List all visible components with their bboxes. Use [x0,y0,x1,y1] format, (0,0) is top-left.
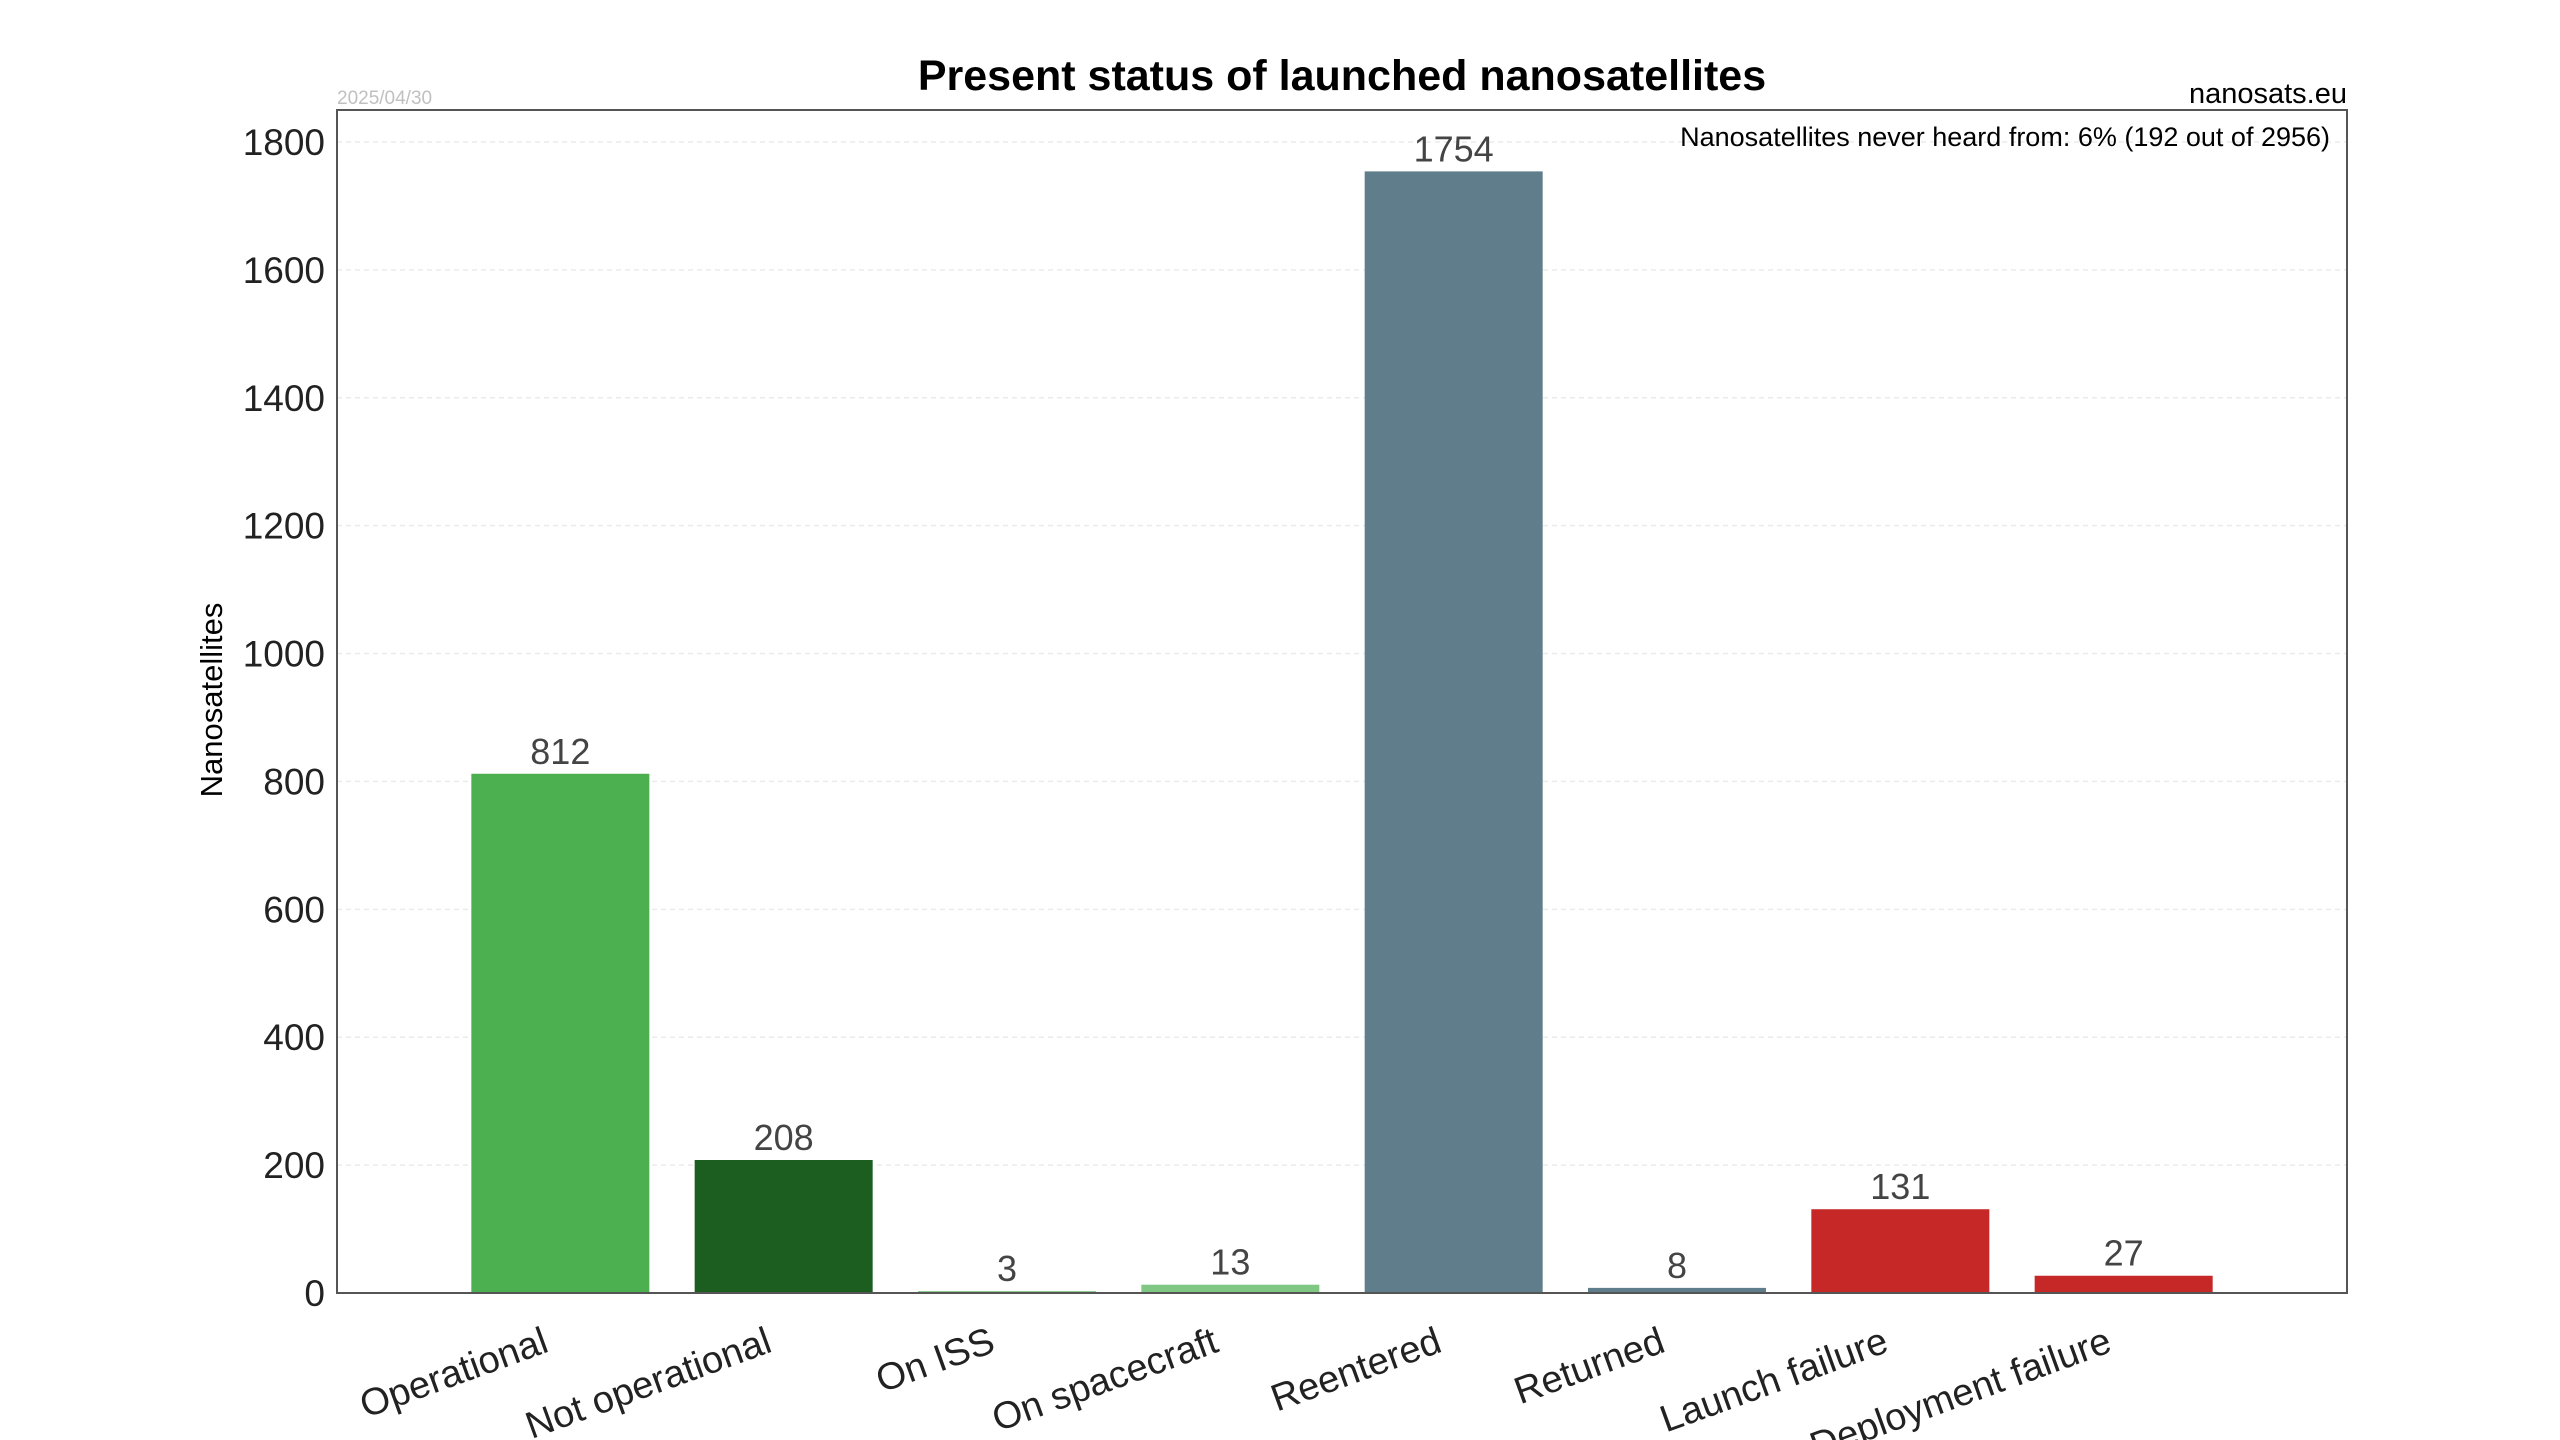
x-tick-label: On ISS [871,1320,1000,1401]
chart-title: Present status of launched nanosatellite… [918,52,1766,100]
x-tick-label: Reentered [1266,1320,1447,1420]
y-tick-label: 200 [263,1145,325,1186]
bar-value-label: 13 [1210,1242,1250,1283]
bar [1141,1284,1320,1293]
y-tick-label: 400 [263,1017,325,1058]
y-axis-label: Nanosatellites [194,603,229,798]
y-tick-label: 1200 [243,506,325,547]
y-tick-label: 800 [263,761,325,802]
date-label: 2025/04/30 [337,88,432,109]
y-tick-label: 1000 [243,634,325,675]
y-tick-label: 1800 [243,122,325,163]
bar [2034,1275,2213,1293]
bars [471,171,2213,1294]
plot-frame [336,109,2348,1294]
bar-value-label: 8 [1667,1245,1687,1286]
bar-value-label: 208 [754,1117,814,1158]
bar [694,1159,873,1293]
x-tick-label: Not operational [520,1320,777,1440]
bar-value-label: 3 [997,1248,1017,1289]
bar [1811,1209,1990,1293]
annotation-note: Nanosatellites never heard from: 6% (192… [1680,122,2330,152]
grid-lines [337,141,2347,1166]
bar-value-label: 131 [1870,1166,1930,1207]
plot-background [337,110,2347,1293]
x-tick-label: Returned [1509,1320,1670,1413]
y-tick-label: 1600 [243,250,325,291]
bar-value-label: 1754 [1414,128,1494,169]
bar [1588,1287,1766,1293]
value-labels: 812 208 3 13 1754 8 131 27 [530,128,2143,1289]
y-tick-label: 600 [263,889,325,930]
y-tick-label: 0 [304,1273,325,1314]
y-axis-ticks: 0 200 400 600 800 1000 1200 1400 1600 1800 [243,122,325,1314]
bar-value-label: 812 [530,731,590,772]
bar [471,773,650,1293]
y-tick-label: 1400 [243,378,325,419]
bar-value-label: 27 [2104,1233,2144,1274]
x-tick-label: On spacecraft [987,1320,1224,1440]
bar [1364,171,1543,1294]
source-label: nanosats.eu [2189,78,2347,110]
